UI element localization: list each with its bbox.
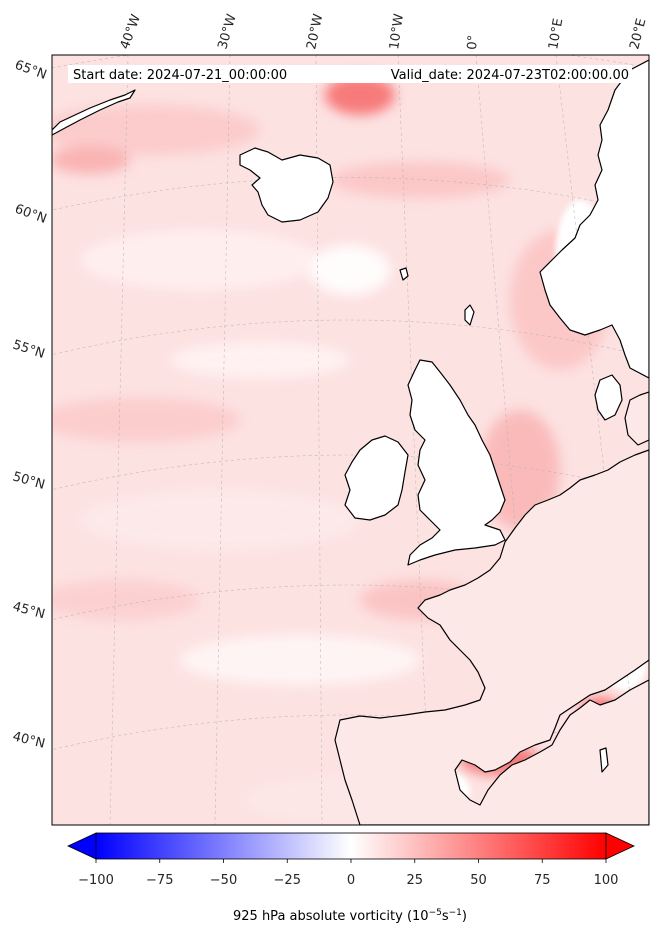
colorbar-label-main: 925 hPa absolute vorticity (10 — [233, 909, 429, 924]
lat-label-65n: 65°N — [13, 58, 49, 83]
lon-label-10w: 10°W — [387, 13, 407, 51]
colorbar-extend-max — [605, 832, 635, 860]
colorbar-label-exp1: −5 — [429, 908, 442, 918]
denmark-coast — [594, 374, 623, 421]
colorbar-tick-label: 0 — [347, 873, 355, 888]
lat-label-60n: 60°N — [13, 202, 49, 227]
scandinavia-coast — [539, 59, 649, 379]
lon-label-0: 0° — [465, 34, 481, 50]
colorbar-tick-label: 25 — [406, 873, 423, 888]
colorbar-tick-label: 75 — [534, 873, 551, 888]
lat-label-45n: 45°N — [11, 599, 47, 622]
lat-label-50n: 50°N — [11, 469, 47, 492]
map-panel — [52, 55, 649, 825]
colorbar-tick-label: −25 — [274, 873, 301, 888]
colorbar: −100 −75 −50 −25 0 25 50 75 100 925 hPa absolute… — [67, 832, 635, 924]
gb-coast — [407, 359, 506, 566]
latitude-labels: 65°N 60°N 55°N 50°N 45°N 40°N — [11, 58, 49, 752]
colorbar-tick-label: −75 — [146, 873, 173, 888]
coastlines — [52, 59, 649, 825]
lon-label-20e: 20°E — [627, 17, 649, 51]
colorbar-tick-label: 100 — [594, 873, 619, 888]
baltic-coast — [624, 391, 649, 446]
europe-coast — [334, 449, 649, 825]
colorbar-body — [95, 832, 607, 860]
map-frame — [51, 54, 650, 826]
lon-label-30w: 30°W — [215, 12, 239, 51]
lon-label-10e: 10°E — [546, 17, 566, 50]
ireland-coast — [344, 435, 409, 521]
longitude-labels: 40°W 30°W 20°W 10°W 0° 10°E 20°E — [118, 12, 650, 51]
colorbar-tick-label: −100 — [78, 873, 114, 888]
colorbar-label-end: ) — [462, 909, 467, 924]
valid-date-text: Valid_date: 2024-07-23T02:00:00.00 — [391, 68, 629, 83]
header-box — [68, 65, 632, 83]
colorbar-tick-label: −50 — [210, 873, 237, 888]
colorbar-label-exp2: −1 — [449, 908, 462, 918]
colorbar-label: 925 hPa absolute vorticity (10−5s−1) — [233, 908, 467, 924]
lon-label-40w: 40°W — [118, 12, 144, 51]
colorbar-extend-min — [67, 832, 97, 860]
shetland-islands — [464, 304, 475, 326]
colorbar-label-mid: s — [442, 909, 449, 924]
start-date-text: Start date: 2024-07-21_00:00:00 — [73, 68, 287, 83]
greenland-coast — [52, 89, 136, 136]
faroe-islands — [399, 267, 409, 281]
colorbar-ticks: −100 −75 −50 −25 0 25 50 75 100 — [78, 859, 618, 888]
lat-label-40n: 40°N — [11, 729, 46, 751]
corsica-sardinia — [599, 747, 609, 773]
lon-label-20w: 20°W — [304, 12, 326, 50]
colorbar-tick-label: 50 — [470, 873, 487, 888]
iceland-coast — [239, 147, 334, 223]
lat-label-55n: 55°N — [11, 338, 47, 362]
